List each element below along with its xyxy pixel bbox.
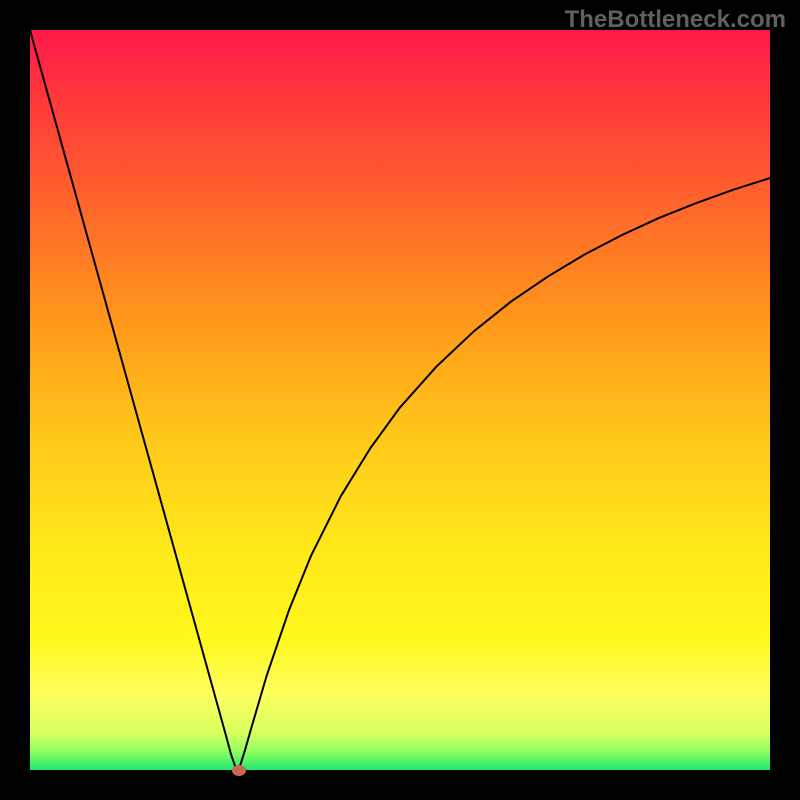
stage: TheBottleneck.com: [0, 0, 800, 800]
plot-area: [30, 30, 770, 770]
watermark-text: TheBottleneck.com: [565, 6, 786, 34]
optimal-point-marker: [232, 765, 246, 776]
